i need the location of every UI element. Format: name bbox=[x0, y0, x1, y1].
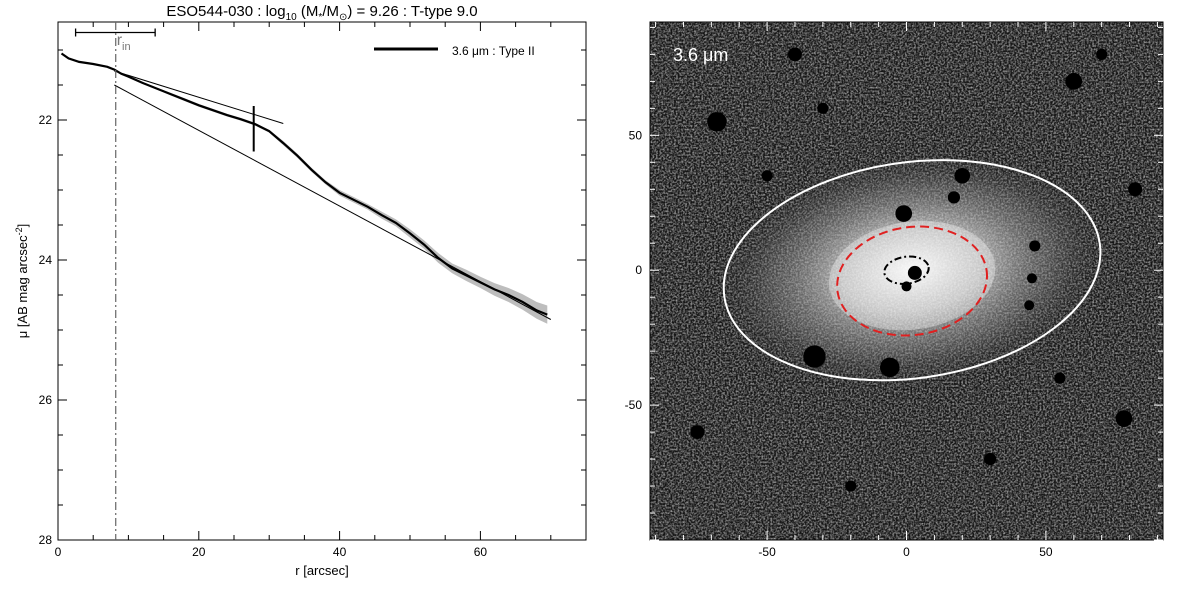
image-y-tick-label: 50 bbox=[629, 128, 643, 142]
image-x-tick-label: -50 bbox=[758, 545, 776, 559]
mask-dot bbox=[895, 205, 913, 222]
x-tick-label: 0 bbox=[55, 545, 62, 559]
profile-data bbox=[60, 22, 552, 540]
mask-dot bbox=[1054, 372, 1066, 384]
image-y-tick-label: -50 bbox=[625, 398, 643, 412]
mask-dot bbox=[880, 357, 900, 378]
mask-dot bbox=[803, 345, 826, 368]
mask-dot bbox=[907, 265, 922, 280]
image-x-tick-label: 50 bbox=[1039, 545, 1053, 559]
x-tick-label: 20 bbox=[192, 545, 206, 559]
x-tick-label: 40 bbox=[333, 545, 347, 559]
mask-dot bbox=[817, 102, 829, 114]
mask-dot bbox=[788, 47, 802, 62]
image-band-label: 3.6 μm bbox=[673, 45, 728, 65]
y-tick-label: 22 bbox=[39, 113, 53, 127]
profile-axis-ticks: 0 20 40 60 22 24 26 28 rin bbox=[39, 22, 587, 559]
mask-dot bbox=[690, 425, 705, 440]
image-x-tick-label: 0 bbox=[903, 545, 910, 559]
image-axis-ticks: -50 0 50 -50 0 50 bbox=[625, 22, 1163, 559]
y-axis-label: μ [AB mag arcsec-2] bbox=[14, 224, 30, 339]
mask-dot bbox=[1096, 48, 1108, 60]
mask-dot bbox=[1128, 182, 1143, 197]
y-tick-label: 26 bbox=[39, 393, 53, 407]
image-data bbox=[690, 47, 1143, 492]
y-tick-label: 28 bbox=[39, 533, 53, 547]
fit-line bbox=[114, 70, 284, 124]
x-axis-label: r [arcsec] bbox=[295, 563, 348, 578]
mask-dot bbox=[1065, 72, 1083, 90]
mask-dot bbox=[954, 167, 971, 184]
outer-ellipse bbox=[722, 159, 1102, 382]
mask-dot bbox=[1026, 273, 1037, 284]
mask-dot bbox=[845, 480, 857, 492]
rin-label: rin bbox=[117, 32, 131, 53]
mask-dot bbox=[1024, 300, 1035, 311]
inner-ellipse bbox=[883, 255, 930, 285]
mask-dot bbox=[1115, 410, 1133, 427]
mask-dot bbox=[1029, 240, 1041, 252]
middle-ellipse bbox=[836, 225, 988, 337]
error-band bbox=[61, 52, 548, 324]
profile-line bbox=[60, 52, 548, 316]
x-tick-label: 60 bbox=[474, 545, 488, 559]
chart-title: ESO544-030 : log10 (M*/M⊙) = 9.26 : T-ty… bbox=[166, 3, 477, 23]
profile-plot-frame bbox=[57, 21, 587, 541]
image-panel: -50 0 50 -50 0 50 3.6 μm bbox=[625, 21, 1164, 559]
mask-dot bbox=[761, 170, 773, 182]
image-y-tick-label: 0 bbox=[635, 263, 642, 277]
mask-dot bbox=[707, 112, 727, 132]
y-tick-label: 24 bbox=[39, 253, 53, 267]
mask-dot bbox=[984, 452, 997, 466]
legend-label: 3.6 μm : Type II bbox=[452, 44, 535, 58]
profile-panel: 0 20 40 60 22 24 26 28 rin 3.6 μm : Type II r [a… bbox=[14, 21, 587, 578]
mask-dot bbox=[947, 191, 961, 204]
